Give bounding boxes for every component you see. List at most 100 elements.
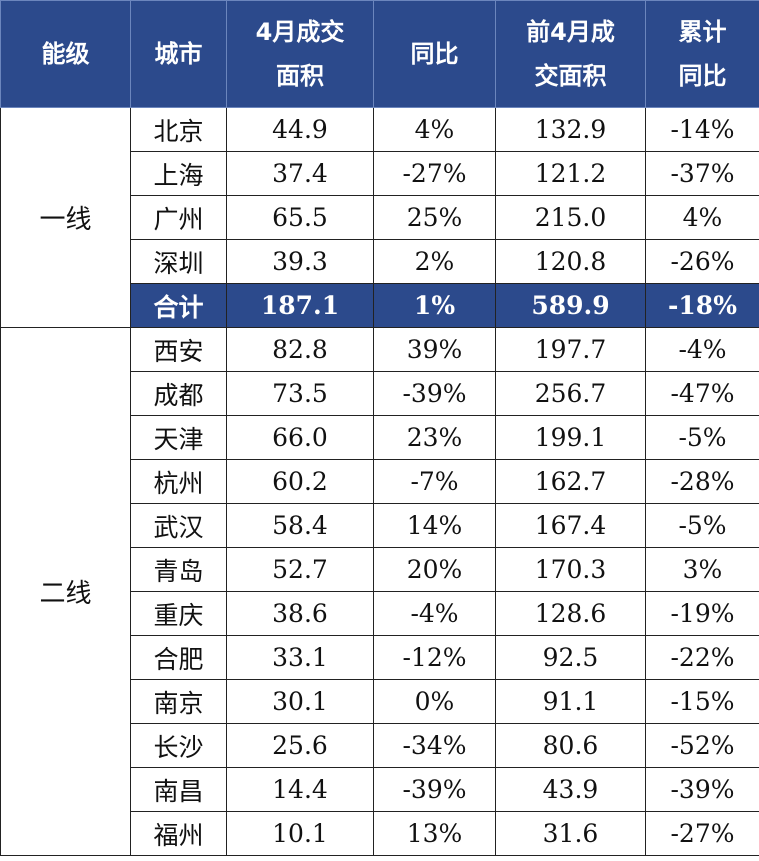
cell: 4% xyxy=(645,195,759,240)
header-line: 前4月成 xyxy=(526,18,615,46)
cell: 66.0 xyxy=(226,415,374,460)
header-line: 能级 xyxy=(41,40,90,68)
header-cell: 累计 同比 xyxy=(645,0,759,108)
cell: 南京 xyxy=(130,679,227,724)
cell: 13% xyxy=(373,811,496,856)
header-cell: 同比 xyxy=(373,0,496,108)
header-cell: 城市 xyxy=(130,0,227,108)
cell: 长沙 xyxy=(130,723,227,768)
cell: 43.9 xyxy=(495,767,646,812)
cell: 4% xyxy=(373,107,496,152)
cell: -5% xyxy=(645,415,759,460)
cell: -28% xyxy=(645,459,759,504)
tier-cell: 一线 xyxy=(0,107,131,328)
cell: 杭州 xyxy=(130,459,227,504)
cell: 37.4 xyxy=(226,151,374,196)
cell: 天津 xyxy=(130,415,227,460)
data-row: 青岛 52.7 20% 170.3 3% xyxy=(1,547,759,592)
cell: 80.6 xyxy=(495,723,646,768)
cell: -47% xyxy=(645,371,759,416)
data-row: 杭州 60.2 -7% 162.7 -28% xyxy=(1,459,759,504)
cell: 38.6 xyxy=(226,591,374,636)
cell: -52% xyxy=(645,723,759,768)
total-row: 合计 187.1 1% 589.9 -18% xyxy=(1,283,759,328)
cell: 30.1 xyxy=(226,679,374,724)
cell: 44.9 xyxy=(226,107,374,152)
cell: 170.3 xyxy=(495,547,646,592)
cell: 合计 xyxy=(130,283,227,328)
data-row: 南京 30.1 0% 91.1 -15% xyxy=(1,679,759,724)
cell: 10.1 xyxy=(226,811,374,856)
data-row: 二线 西安 82.8 39% 197.7 -4% xyxy=(0,327,759,856)
tier-cell: 二线 xyxy=(0,327,131,856)
cell: -39% xyxy=(373,767,496,812)
cell: 58.4 xyxy=(226,503,374,548)
header-cell: 前4月成交面积 xyxy=(495,0,646,108)
cell: 589.9 xyxy=(495,283,646,328)
cell: -27% xyxy=(373,151,496,196)
header-line: 同比 xyxy=(678,62,727,90)
cell: 西安 xyxy=(130,327,227,372)
cell: 广州 xyxy=(130,195,227,240)
cell: 120.8 xyxy=(495,239,646,284)
cell: -37% xyxy=(645,151,759,196)
cell: 199.1 xyxy=(495,415,646,460)
cell: 上海 xyxy=(130,151,227,196)
cell: 39.3 xyxy=(226,239,374,284)
cell: 合肥 xyxy=(130,635,227,680)
cell: 北京 xyxy=(130,107,227,152)
cell: 1% xyxy=(373,283,496,328)
cell: 82.8 xyxy=(226,327,374,372)
cell: -39% xyxy=(373,371,496,416)
cell: 132.9 xyxy=(495,107,646,152)
cell: 14.4 xyxy=(226,767,374,812)
cell: -39% xyxy=(645,767,759,812)
cell: -15% xyxy=(645,679,759,724)
cell: 39% xyxy=(373,327,496,372)
cell: -26% xyxy=(645,239,759,284)
cell: -19% xyxy=(645,591,759,636)
cell: 91.1 xyxy=(495,679,646,724)
data-row: 成都 73.5 -39% 256.7 -47% xyxy=(1,371,759,416)
cell: 215.0 xyxy=(495,195,646,240)
cell: -12% xyxy=(373,635,496,680)
data-row: 广州 65.5 25% 215.0 4% xyxy=(1,195,759,240)
header-line: 同比 xyxy=(410,40,459,68)
cell: 52.7 xyxy=(226,547,374,592)
cell: -34% xyxy=(373,723,496,768)
cell: 60.2 xyxy=(226,459,374,504)
cell: 武汉 xyxy=(130,503,227,548)
header-line: 4月成交 xyxy=(255,18,345,46)
header-line: 交面积 xyxy=(534,62,607,90)
header-row: 能级 城市 4月成交 面积 同比 前4月成 交面积 累计 同比 xyxy=(0,0,759,108)
header-line: 累计 xyxy=(678,18,727,46)
table-body: 一线 北京 44.9 4% 132.9 -14% 上海 37.4 -27% 121.2 -37% 广州… xyxy=(0,107,759,856)
cell: 青岛 xyxy=(130,547,227,592)
cell: 92.5 xyxy=(495,635,646,680)
cell: 25% xyxy=(373,195,496,240)
cell: 128.6 xyxy=(495,591,646,636)
cell: 南昌 xyxy=(130,767,227,812)
cell: 197.7 xyxy=(495,327,646,372)
cell: 成都 xyxy=(130,371,227,416)
cell: 深圳 xyxy=(130,239,227,284)
cell: 0% xyxy=(373,679,496,724)
cell: -4% xyxy=(373,591,496,636)
cell: -22% xyxy=(645,635,759,680)
cell: -4% xyxy=(645,327,759,372)
cell: -5% xyxy=(645,503,759,548)
data-row: 福州 10.1 13% 31.6 -27% xyxy=(1,811,759,856)
cell: 重庆 xyxy=(130,591,227,636)
cell: 65.5 xyxy=(226,195,374,240)
data-row: 长沙 25.6 -34% 80.6 -52% xyxy=(1,723,759,768)
cell: 187.1 xyxy=(226,283,374,328)
cell: -7% xyxy=(373,459,496,504)
data-row: 重庆 38.6 -4% 128.6 -19% xyxy=(1,591,759,636)
cell: 14% xyxy=(373,503,496,548)
cell: -18% xyxy=(645,283,759,328)
header-cell: 4月成交 面积 xyxy=(226,0,374,108)
cell: 167.4 xyxy=(495,503,646,548)
cell: 2% xyxy=(373,239,496,284)
